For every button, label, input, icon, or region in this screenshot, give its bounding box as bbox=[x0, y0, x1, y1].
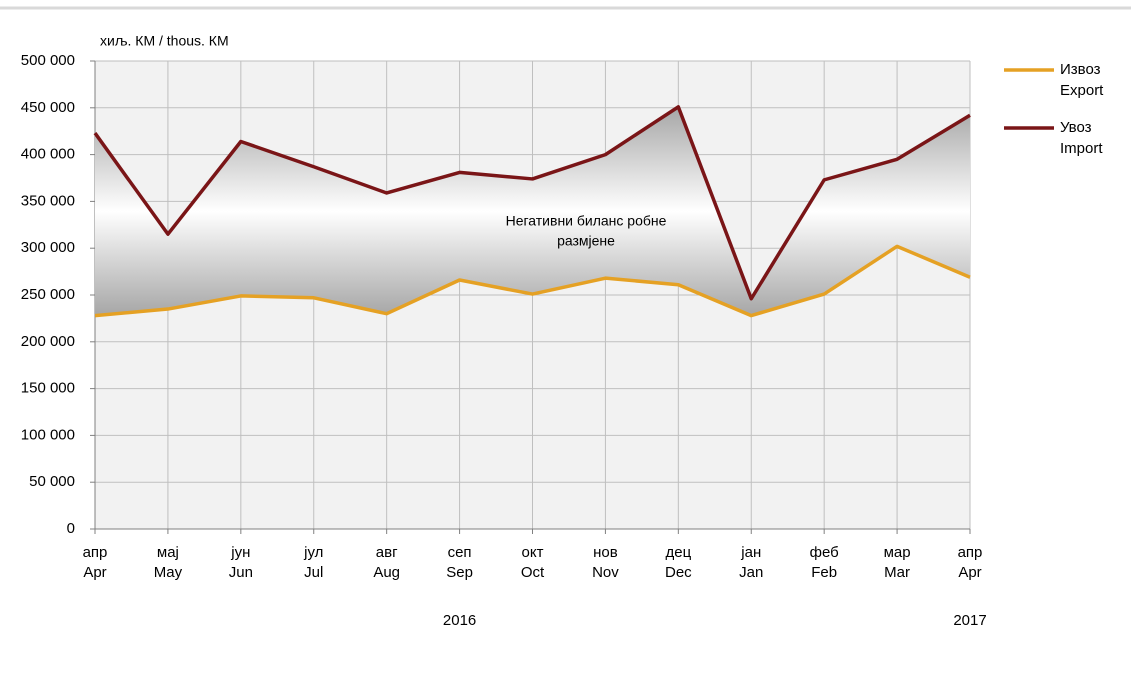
annotation: Негативни биланс робне bbox=[506, 213, 667, 229]
x-tick-label: нов bbox=[593, 544, 618, 561]
series-line bbox=[94, 244, 971, 318]
x-tick-label: Dec bbox=[665, 564, 692, 581]
y-tick-label: 0 bbox=[67, 520, 75, 537]
x-tick-label: авг bbox=[376, 544, 398, 561]
x-tick-label: јун bbox=[230, 544, 250, 561]
y-tick-label: 50 000 bbox=[29, 473, 75, 490]
x-tick-label: апр bbox=[958, 544, 983, 561]
x-tick-label: Jul bbox=[304, 564, 323, 581]
balance-area bbox=[95, 106, 970, 316]
x-tick-label: мај bbox=[157, 544, 179, 561]
x-tick-label: Apr bbox=[958, 564, 981, 581]
legend-label: Import bbox=[1060, 140, 1103, 157]
x-tick-label: сеп bbox=[448, 544, 472, 561]
x-tick-label: Apr bbox=[83, 564, 106, 581]
x-tick-label: мар bbox=[884, 544, 911, 561]
year-label: 2016 bbox=[443, 612, 476, 629]
x-tick-label: Sep bbox=[446, 564, 473, 581]
y-tick-label: 400 000 bbox=[21, 146, 75, 163]
x-tick-label: May bbox=[154, 564, 183, 581]
year-label: 2017 bbox=[953, 612, 986, 629]
y-tick-label: 150 000 bbox=[21, 380, 75, 397]
annotation: размјене bbox=[557, 233, 615, 249]
y-tick-label: 300 000 bbox=[21, 239, 75, 256]
series-line bbox=[93, 105, 971, 301]
y-tick-label: 450 000 bbox=[21, 99, 75, 116]
x-tick-label: Mar bbox=[884, 564, 910, 581]
y-tick-label: 100 000 bbox=[21, 426, 75, 443]
x-tick-label: феб bbox=[810, 544, 839, 561]
x-tick-label: Jun bbox=[229, 564, 253, 581]
unit-label: хиљ. КМ / thous. КМ bbox=[100, 33, 229, 49]
x-tick-label: Aug bbox=[373, 564, 400, 581]
x-tick-label: апр bbox=[83, 544, 108, 561]
legend-label: Export bbox=[1060, 82, 1104, 99]
x-tick-label: Oct bbox=[521, 564, 545, 581]
x-tick-label: окт bbox=[522, 544, 544, 561]
x-tick-label: Feb bbox=[811, 564, 837, 581]
x-tick-label: Jan bbox=[739, 564, 763, 581]
y-tick-label: 500 000 bbox=[21, 52, 75, 69]
legend-label: Извоз bbox=[1060, 61, 1101, 78]
legend-label: Увоз bbox=[1060, 119, 1092, 136]
x-tick-label: дец bbox=[665, 544, 691, 561]
x-tick-label: Nov bbox=[592, 564, 619, 581]
x-tick-label: јан bbox=[740, 544, 761, 561]
y-tick-label: 250 000 bbox=[21, 286, 75, 303]
x-tick-label: јул bbox=[303, 544, 323, 561]
y-tick-label: 200 000 bbox=[21, 333, 75, 350]
y-tick-label: 350 000 bbox=[21, 192, 75, 209]
